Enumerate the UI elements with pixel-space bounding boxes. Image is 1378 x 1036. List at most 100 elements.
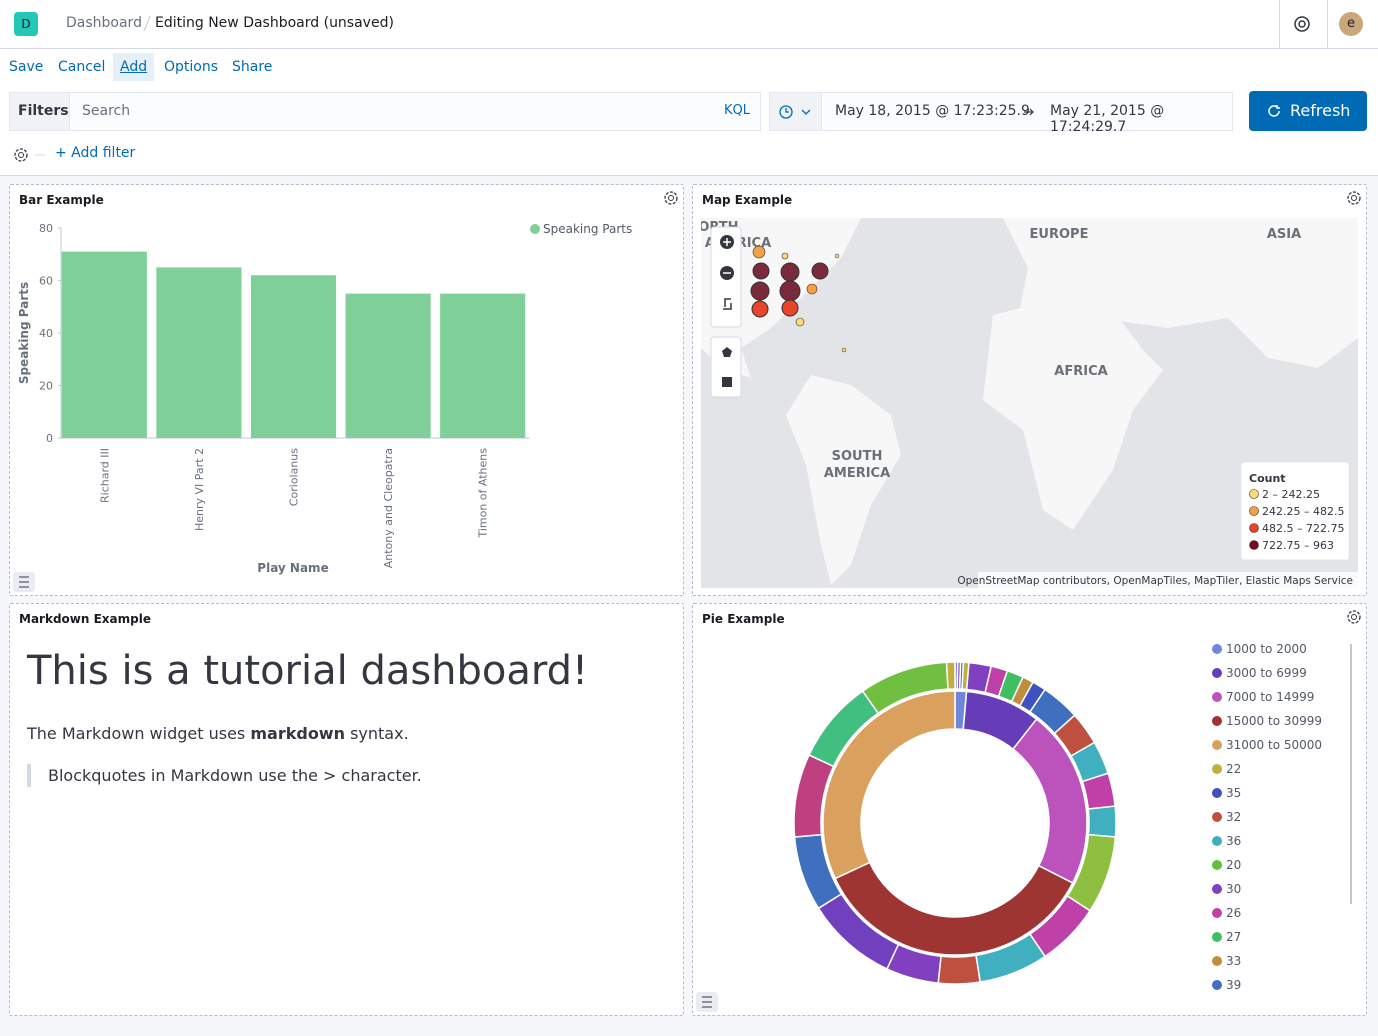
legend-label: 33 <box>1226 954 1241 968</box>
legend-marker <box>1212 884 1222 894</box>
menu-add[interactable]: Add <box>113 53 155 81</box>
x-tick-label: Henry VI Part 2 <box>193 448 206 531</box>
legend-label: 39 <box>1226 978 1241 992</box>
panel-options-hub <box>668 195 674 201</box>
legend-label: 35 <box>1226 786 1241 800</box>
map-label: AFRICA <box>1054 364 1107 379</box>
legend-label: Speaking Parts <box>543 222 632 236</box>
panel-title: Map Example <box>702 193 793 207</box>
legend-marker <box>1212 716 1222 726</box>
map-label: AMERICA <box>824 466 890 481</box>
legend-label: 3000 to 6999 <box>1226 666 1307 680</box>
separator <box>143 15 151 32</box>
top-bar: D Dashboard Editing New Dashboard (unsav… <box>0 0 1378 49</box>
legend-label: 722.75 – 963 <box>1262 539 1334 552</box>
map-tools <box>710 226 742 398</box>
land <box>1003 218 1358 368</box>
legend-label: 7000 to 14999 <box>1226 690 1314 704</box>
land <box>983 300 1163 530</box>
legend-label: 242.25 – 482.5 <box>1262 505 1344 518</box>
end-date[interactable]: May 21, 2015 @ 17:24:29.7 <box>1050 103 1165 135</box>
panel-title: Pie Example <box>702 612 785 626</box>
legend-marker <box>1212 668 1222 678</box>
markdown-blockquote: Blockquotes in Markdown use the > charac… <box>27 764 422 787</box>
markdown-paragraph: The Markdown widget uses markdown syntax… <box>27 724 409 743</box>
legend-label: 1000 to 2000 <box>1226 642 1307 656</box>
land <box>786 375 901 585</box>
legend-label: 2 – 242.25 <box>1262 488 1320 501</box>
bar <box>440 293 526 438</box>
y-tick-label: 20 <box>39 380 53 393</box>
text: The Markdown widget uses <box>27 724 246 743</box>
space-logo[interactable]: D <box>14 12 38 36</box>
menu-share[interactable]: Share <box>232 59 273 75</box>
map-label: ASIA <box>1267 227 1301 242</box>
filters-label[interactable]: Filters <box>10 93 70 130</box>
refresh-button[interactable]: Refresh <box>1249 91 1367 131</box>
panel-options <box>1347 191 1361 205</box>
legend-label: 36 <box>1226 834 1241 848</box>
pie-slice <box>937 954 982 985</box>
breadcrumb[interactable]: Dashboard <box>66 15 142 31</box>
panel-title: Bar Example <box>19 193 104 207</box>
legend-marker <box>1212 956 1222 966</box>
map-markers <box>750 245 847 353</box>
legend-marker <box>1212 812 1222 822</box>
pie-slice <box>1087 805 1117 838</box>
search-input[interactable]: Search <box>82 103 131 119</box>
legend-marker <box>1212 932 1222 942</box>
legend-label: 31000 to 50000 <box>1226 738 1322 752</box>
menu-options[interactable]: Options <box>164 59 219 75</box>
legend-marker <box>1212 860 1222 870</box>
legend-marker <box>1212 764 1222 774</box>
x-tick-label: Coriolanus <box>288 448 301 506</box>
x-tick-label: Richard III <box>98 448 111 503</box>
y-tick-label: 0 <box>46 432 53 445</box>
legend-label: 20 <box>1226 858 1241 872</box>
legend-marker <box>1212 908 1222 918</box>
breadcrumb-current: Editing New Dashboard (unsaved) <box>155 15 394 31</box>
bar <box>61 251 147 438</box>
menu-cancel[interactable]: Cancel <box>58 59 106 75</box>
pie-slice <box>945 661 956 690</box>
help-icon[interactable] <box>1293 15 1311 33</box>
legend-marker <box>1212 740 1222 750</box>
y-axis-label: Speaking Parts <box>17 282 31 384</box>
bar-chart: 0 20 40 60 80 Richard III Henry VI Part 2 Corio… <box>13 191 678 592</box>
quick-menu[interactable] <box>770 93 822 130</box>
query-input: Filters Search KQL <box>9 92 761 131</box>
panel-title: Markdown Example <box>19 612 151 626</box>
date-picker: May 18, 2015 @ 17:23:25.9 May 21, 2015 @… <box>769 92 1233 135</box>
map-label: EUROPE <box>1030 227 1089 242</box>
legend-label: 482.5 – 722.75 <box>1262 522 1344 535</box>
panel-options <box>664 191 678 205</box>
bold-text: markdown <box>250 724 345 743</box>
filter-settings[interactable] <box>12 146 48 164</box>
legend-label: 27 <box>1226 930 1241 944</box>
panel-options-hub <box>1351 614 1357 620</box>
markdown-panel: Markdown Example This is a tutorial dash… <box>9 603 684 1016</box>
map-legend <box>1240 461 1350 561</box>
panel-options-hub <box>1351 195 1357 201</box>
legend-marker <box>1212 644 1222 654</box>
clock-icon <box>779 105 811 119</box>
y-tick-label: 80 <box>39 222 53 235</box>
add-filter[interactable]: + Add filter <box>55 145 136 161</box>
avatar[interactable]: e <box>1339 12 1363 36</box>
panel-options <box>1347 610 1361 624</box>
legend-label: 22 <box>1226 762 1241 776</box>
map-label: SOUTH <box>832 449 883 464</box>
legend-marker <box>530 224 540 234</box>
map-attribution: OpenStreetMap contributors, OpenMapTiles… <box>957 575 1353 587</box>
arrow-icon <box>1024 108 1034 116</box>
kql-toggle[interactable]: KQL <box>724 103 750 118</box>
divider <box>1327 0 1328 48</box>
markdown-heading: This is a tutorial dashboard! <box>27 648 589 694</box>
legend-marker <box>1249 540 1259 550</box>
legend-marker <box>1249 489 1259 499</box>
map: EUROPEASIAAFRICASOUTHAMERICANORTHAMERICA… <box>701 191 1361 588</box>
start-date[interactable]: May 18, 2015 @ 17:23:25.9 <box>835 103 1030 119</box>
legend-marker <box>1212 788 1222 798</box>
menu-save[interactable]: Save <box>9 59 44 75</box>
